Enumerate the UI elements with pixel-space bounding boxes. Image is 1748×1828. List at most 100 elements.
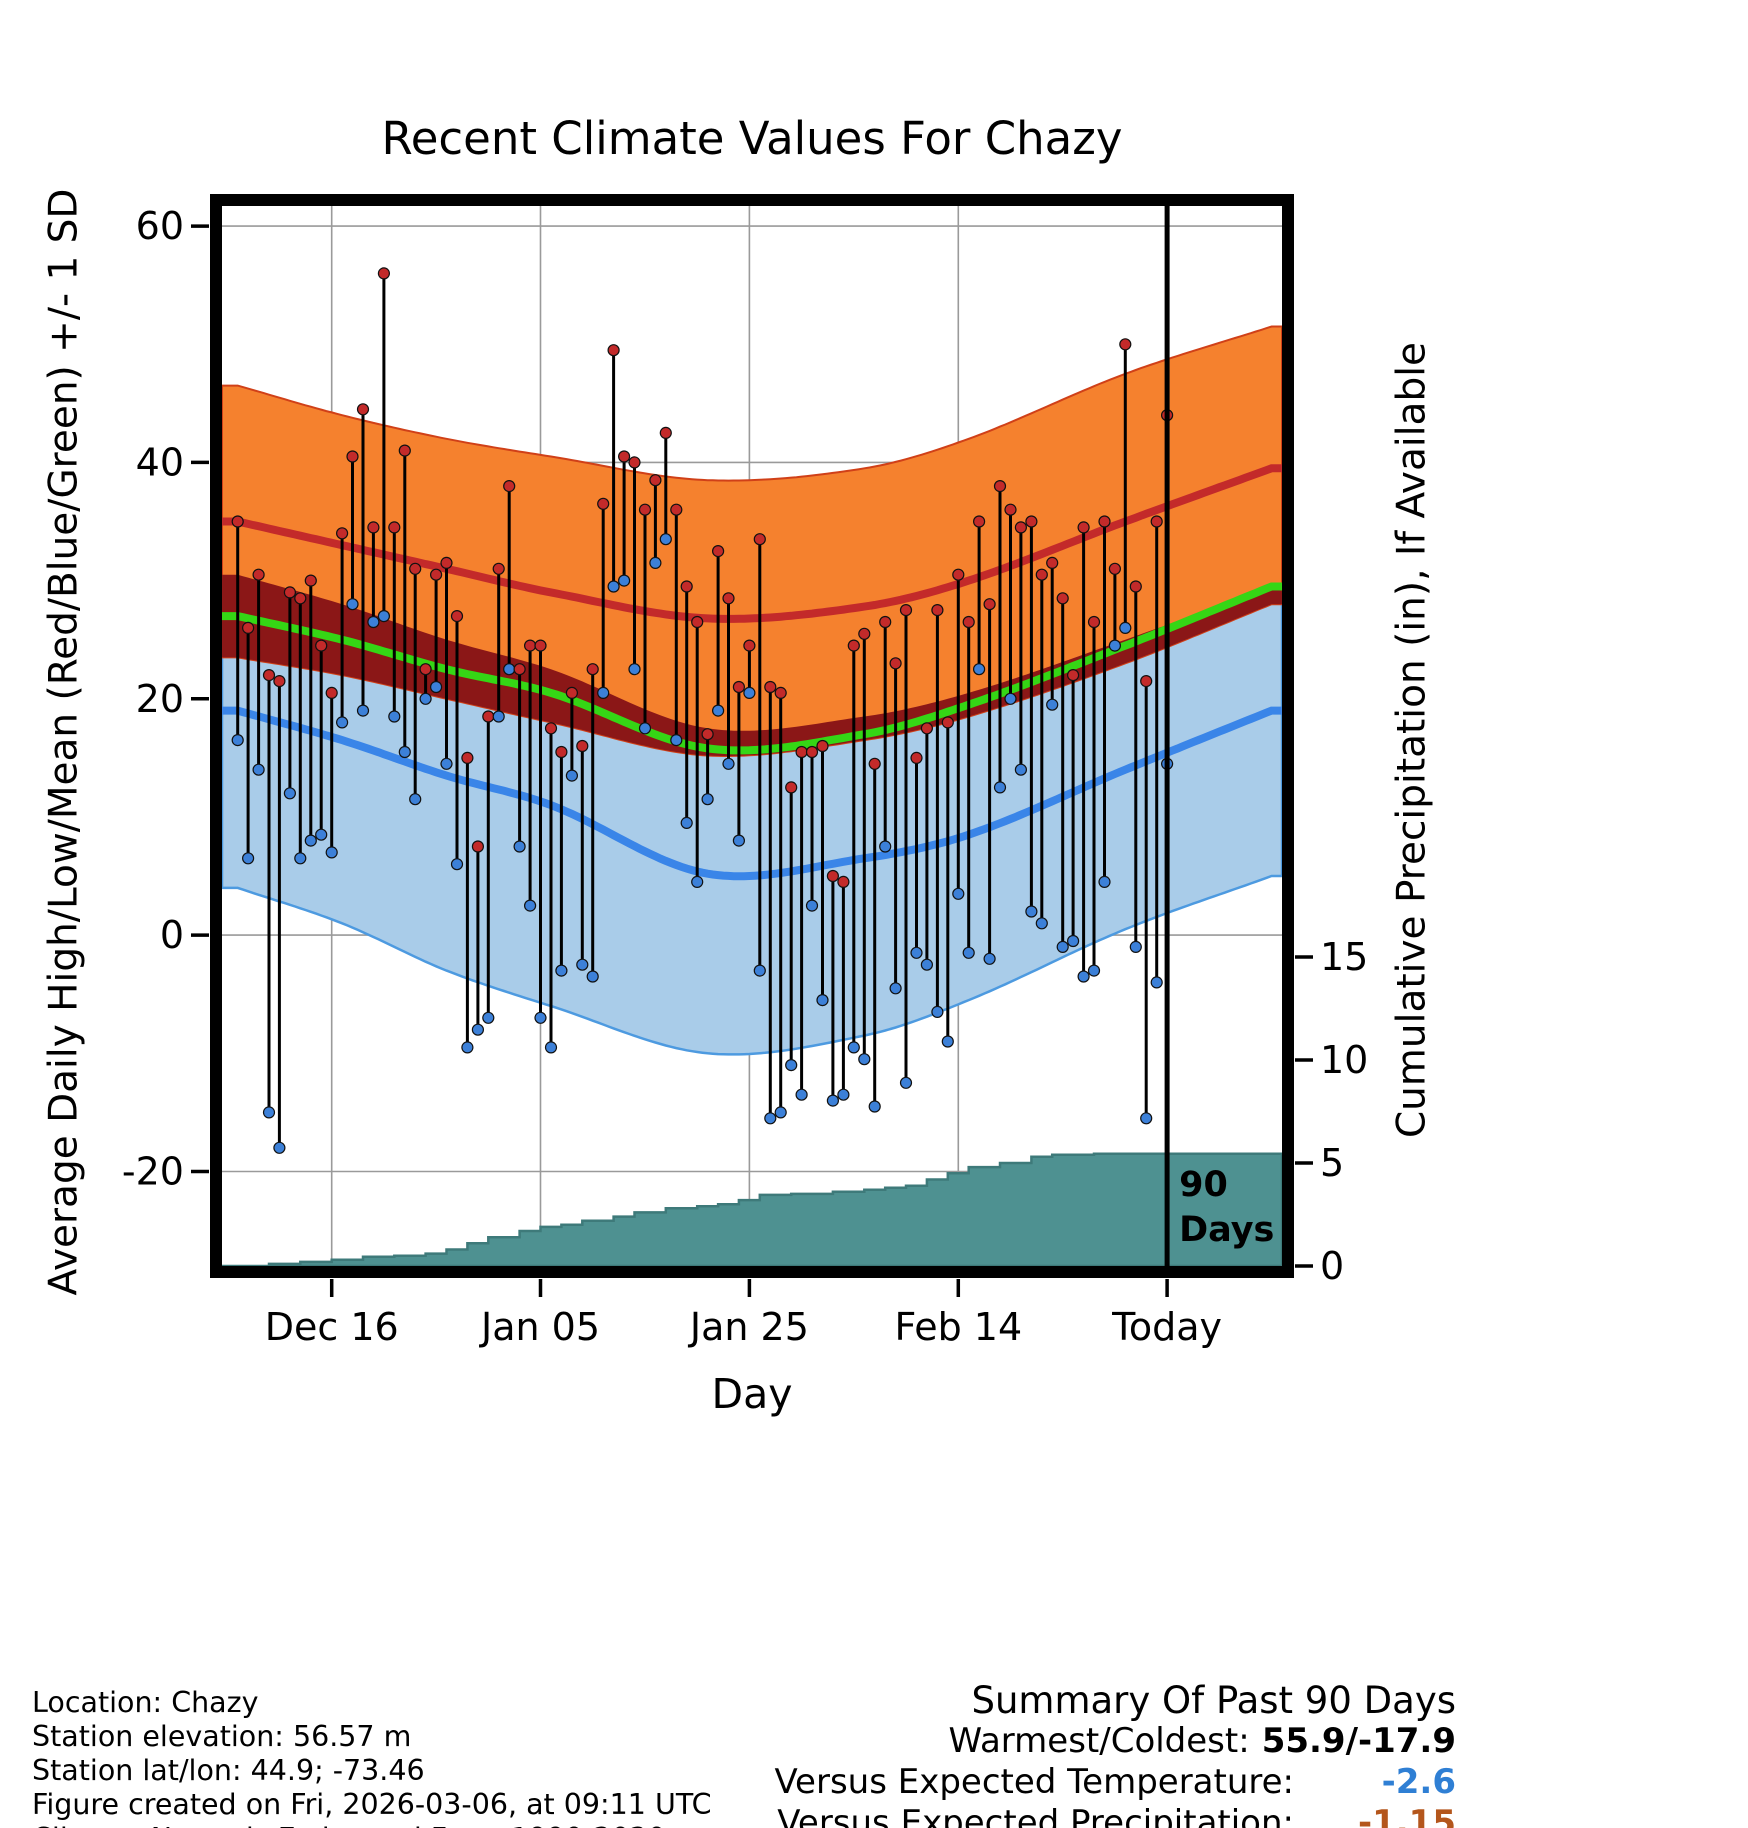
high-dot xyxy=(440,556,453,570)
high-dot xyxy=(294,592,307,605)
high-dot xyxy=(377,267,390,280)
high-dot xyxy=(544,722,558,735)
high-dot xyxy=(356,403,370,416)
station-elevation: Station elevation: 56.57 m xyxy=(32,1720,412,1753)
high-dot xyxy=(242,621,255,635)
high-dot xyxy=(482,710,495,723)
left-tick-label: 0 xyxy=(160,913,184,957)
low-dot xyxy=(377,609,390,623)
low-dot xyxy=(889,982,902,995)
high-dot xyxy=(315,639,328,652)
high-dot xyxy=(607,344,620,357)
high-dot xyxy=(492,562,505,575)
low-dot xyxy=(628,663,641,676)
low-dot xyxy=(972,663,986,676)
low-dot xyxy=(513,840,526,853)
low-dot xyxy=(743,686,756,700)
high-dot xyxy=(680,580,693,593)
high-dot xyxy=(983,598,996,611)
high-dot xyxy=(753,533,766,546)
high-dot xyxy=(670,503,683,516)
left-tick-label: -20 xyxy=(122,1150,184,1194)
high-dot xyxy=(1087,615,1101,629)
high-dot xyxy=(231,515,244,528)
high-dot xyxy=(388,521,401,534)
high-dot xyxy=(805,745,819,759)
low-dot xyxy=(325,846,338,859)
svg-text:90: 90 xyxy=(1179,1165,1228,1205)
low-dot xyxy=(555,964,568,977)
left-tick-label: 60 xyxy=(136,204,184,248)
low-dot xyxy=(1098,875,1111,889)
low-dot xyxy=(430,680,443,694)
high-dot xyxy=(471,840,484,853)
low-dot xyxy=(1025,905,1038,918)
high-dot xyxy=(743,639,756,652)
high-dot xyxy=(1046,556,1059,570)
low-dot xyxy=(482,1011,495,1024)
high-dot xyxy=(722,592,735,605)
low-dot xyxy=(638,722,652,735)
high-dot xyxy=(868,757,881,770)
high-dot xyxy=(920,722,934,735)
high-dot xyxy=(586,663,599,676)
low-dot xyxy=(356,704,370,717)
low-dot xyxy=(941,1035,954,1048)
low-dot xyxy=(544,1041,558,1054)
right-tick-label: 15 xyxy=(1320,935,1368,979)
high-dot xyxy=(1108,562,1122,575)
low-dot xyxy=(711,704,725,717)
low-dot xyxy=(732,834,746,847)
high-dot xyxy=(659,426,672,439)
low-dot xyxy=(450,858,464,871)
plot-frame xyxy=(210,194,1294,1278)
low-dot xyxy=(471,1023,484,1036)
low-dot xyxy=(492,710,505,723)
high-dot xyxy=(816,739,829,753)
low-dot xyxy=(1066,934,1080,948)
summary-row-warmest-coldest: Warmest/Coldest: 55.9/-17.9 xyxy=(774,1721,1457,1762)
low-dot xyxy=(617,574,631,587)
low-dot xyxy=(1035,917,1048,930)
high-dot xyxy=(910,751,923,765)
high-dot xyxy=(534,639,547,652)
high-dot xyxy=(1077,521,1090,534)
low-dot xyxy=(231,733,244,747)
low-dot xyxy=(910,946,923,959)
low-dot xyxy=(816,993,829,1007)
high-dot xyxy=(858,627,871,640)
low-dot xyxy=(336,716,349,729)
left-tick-label: 40 xyxy=(136,440,184,484)
low-dot xyxy=(398,745,411,759)
low-dot xyxy=(597,686,610,700)
high-dot xyxy=(1119,338,1132,351)
daily-temperature-dots xyxy=(231,267,1174,1154)
left-tick-label: 20 xyxy=(136,677,184,721)
low-dot xyxy=(1129,940,1142,954)
summary-value: -2.6 xyxy=(1381,1762,1456,1802)
summary-value: -1.15 xyxy=(1358,1803,1456,1828)
high-dot xyxy=(1098,515,1111,528)
low-dot xyxy=(273,1141,286,1154)
low-dot xyxy=(461,1041,474,1054)
summary-label: Warmest/Coldest: xyxy=(948,1721,1250,1761)
station-latlon: Station lat/lon: 44.9; -73.46 xyxy=(32,1754,425,1787)
summary-title: Summary Of Past 90 Days xyxy=(971,1679,1456,1722)
high-dot xyxy=(336,527,349,540)
high-dot xyxy=(785,781,798,794)
high-dot xyxy=(962,615,975,629)
low-dot xyxy=(1046,698,1059,711)
high-dot xyxy=(617,450,631,463)
high-dot xyxy=(931,603,944,617)
low-dot xyxy=(367,615,380,629)
high-dot xyxy=(461,751,474,765)
high-dot xyxy=(565,686,579,700)
high-dot xyxy=(899,603,913,617)
high-dot xyxy=(826,869,840,883)
low-dot xyxy=(262,1106,276,1119)
high-dot xyxy=(523,639,537,652)
high-dot xyxy=(795,745,808,759)
high-dot xyxy=(879,615,892,629)
